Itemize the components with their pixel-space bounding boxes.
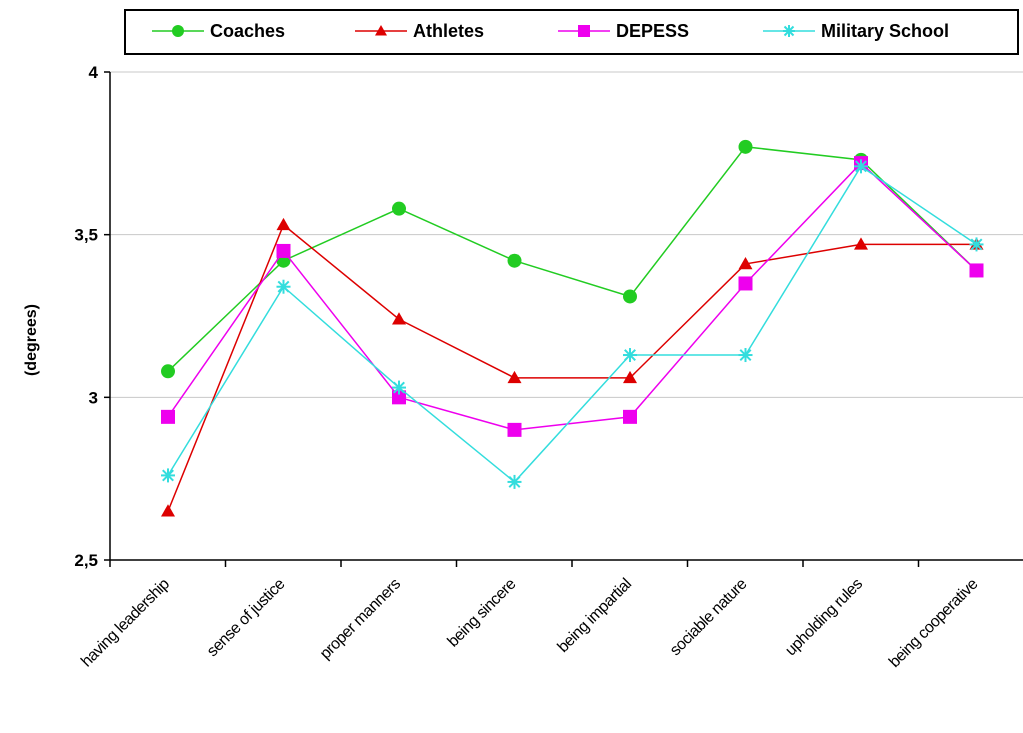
data-point — [161, 504, 175, 517]
data-point — [161, 468, 175, 483]
y-tick-label: 3,5 — [74, 226, 98, 245]
legend-box — [124, 9, 1019, 55]
x-tick-label: being sincere — [445, 575, 520, 650]
data-point — [623, 370, 637, 384]
y-ticks: 2,5 3 3,5 4 — [74, 63, 110, 570]
y-tick-label: 4 — [89, 63, 99, 82]
data-point — [276, 243, 291, 258]
y-tick-label: 2,5 — [74, 551, 98, 570]
series-military-school — [161, 159, 984, 489]
x-tick-label: having leadership — [78, 575, 173, 670]
data-point — [623, 409, 637, 424]
legend-label: Military School — [821, 21, 949, 41]
y-axis-title: (degrees) — [23, 304, 40, 376]
data-point — [969, 237, 984, 252]
legend-item: Military School — [763, 21, 949, 41]
legend-label: DEPESS — [616, 21, 689, 41]
data-point — [276, 279, 291, 294]
series-coaches — [161, 139, 984, 379]
x-ticks: having leadership sense of justice proper … — [78, 560, 982, 671]
legend-item: Coaches — [152, 21, 285, 41]
data-point — [783, 25, 795, 37]
data-point — [738, 139, 753, 154]
series-athletes — [161, 217, 984, 517]
data-point — [507, 253, 522, 268]
data-point — [854, 237, 868, 250]
x-tick-label: sociable nature — [667, 575, 751, 659]
data-point — [172, 25, 184, 37]
data-point — [392, 201, 406, 216]
data-point — [276, 217, 291, 231]
series-line — [167, 162, 978, 431]
data-point — [507, 422, 522, 437]
data-point — [161, 409, 175, 424]
series-line — [167, 165, 977, 483]
x-tick-label: being cooperative — [886, 575, 982, 671]
series-depess — [161, 156, 984, 437]
legend-item: DEPESS — [558, 21, 689, 41]
axes — [109, 72, 1023, 561]
x-tick-label: proper manners — [317, 575, 404, 662]
x-tick-label: being impartial — [555, 576, 635, 656]
data-point — [738, 348, 753, 363]
series-layer — [161, 139, 984, 517]
series-line — [167, 223, 977, 512]
data-point — [854, 159, 868, 174]
series-line — [167, 146, 978, 372]
grid-lines — [110, 71, 1023, 398]
data-point — [507, 474, 522, 489]
x-tick-label: upholding rules — [782, 575, 866, 659]
data-point — [578, 25, 590, 37]
data-point — [738, 276, 753, 291]
data-point — [392, 380, 406, 395]
data-point — [623, 289, 637, 304]
data-point — [507, 370, 522, 384]
legend-label: Athletes — [413, 21, 484, 41]
data-point — [375, 25, 387, 36]
x-tick-label: sense of justice — [204, 575, 289, 660]
y-tick-label: 3 — [89, 388, 98, 407]
data-point — [392, 390, 406, 405]
data-point — [623, 348, 637, 363]
legend-item: Athletes — [355, 21, 484, 41]
data-point — [392, 312, 406, 325]
legend-label: Coaches — [210, 21, 285, 41]
data-point — [969, 263, 984, 278]
data-point — [161, 364, 175, 379]
data-point — [738, 256, 753, 270]
legend: Coaches Athletes DEPESS Military School — [124, 9, 1019, 55]
